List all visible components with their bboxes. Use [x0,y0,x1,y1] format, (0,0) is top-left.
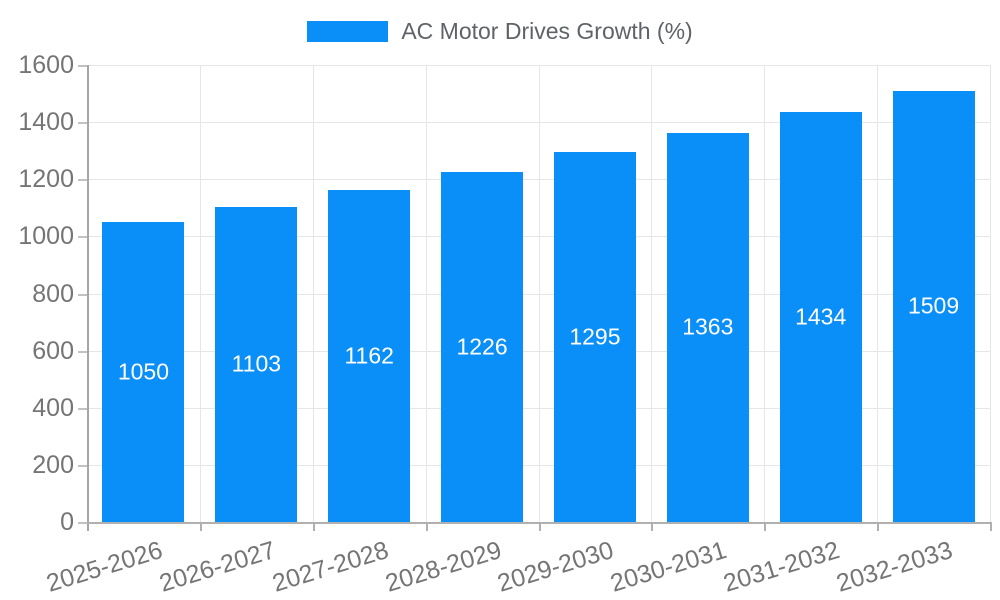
x-axis-tick-label: 2029-2030 [494,536,618,598]
bar-value-label: 1103 [231,350,282,377]
y-axis-tick-label: 400 [32,393,74,422]
y-axis-tick [78,407,87,410]
y-axis-tick [78,65,87,67]
x-axis-tick-label: 2026-2027 [155,536,279,598]
y-axis-tick-label: 800 [32,279,74,308]
v-gridline [199,65,201,522]
x-axis-tick [199,522,202,531]
x-axis-tick-label: 2025-2026 [43,536,166,598]
y-axis-tick-label: 1600 [18,51,74,79]
bar-2032-2033[interactable] [892,90,975,522]
v-gridline [764,65,766,522]
v-gridline [877,65,879,522]
bar-2025-2026[interactable] [102,222,185,522]
bar-2026-2027[interactable] [215,206,298,522]
x-axis-tick [538,522,541,531]
y-axis-tick-label: 600 [32,336,74,365]
bar-value-label: 1363 [682,313,734,340]
bar-value-label: 1162 [344,342,394,369]
y-axis-tick [78,293,87,296]
v-gridline [651,65,653,522]
bar-2030-2031[interactable] [666,132,749,522]
y-axis-tick [78,122,87,125]
v-gridline [425,65,427,522]
plot-area: 1050 1103 1162 1226 1295 1363 1434 1509 [87,65,991,524]
y-axis-tick-label: 200 [32,450,74,479]
x-axis-tick [990,522,992,531]
bar-value-label: 1226 [456,333,508,360]
x-axis-tick [651,522,654,531]
y-axis-line [87,65,89,531]
y-axis-tick-label: 0 [60,508,74,536]
legend-swatch [307,21,389,42]
x-axis-tick-label: 2027-2028 [268,536,392,598]
x-axis-baseline [87,522,990,524]
bar-2031-2032[interactable] [779,112,862,522]
bar-value-label: 1050 [117,358,170,385]
y-axis-tick [78,179,87,182]
bar-2028-2029[interactable] [441,171,524,522]
legend-label: AC Motor Drives Growth (%) [401,18,693,44]
y-axis-tick-label: 1400 [18,108,74,137]
y-axis-tick [78,350,87,353]
bar-value-label: 1434 [795,303,847,330]
bar-value-label: 1295 [569,323,621,350]
y-axis-tick [78,522,87,524]
x-axis-tick-label: 2031-2032 [720,536,843,598]
x-axis-tick [877,522,880,531]
x-axis-tick-label: 2028-2029 [381,536,505,598]
x-axis-tick-label: 2032-2033 [833,536,956,598]
x-axis-tick [425,522,428,531]
v-gridline [538,65,540,522]
bar-value-label: 1509 [907,292,960,319]
legend: AC Motor Drives Growth (%) [0,18,1000,45]
x-axis-tick [312,522,315,531]
y-axis-tick-label: 1000 [18,222,74,251]
bar-2029-2030[interactable] [553,152,636,522]
y-axis-tick-label: 1200 [18,165,74,194]
v-gridline [312,65,314,522]
v-gridline [990,65,991,522]
x-axis-tick [764,522,767,531]
y-axis-tick [78,464,87,467]
x-axis-tick-label: 2030-2031 [607,536,730,598]
bar-2027-2028[interactable] [328,190,411,522]
y-axis-tick [78,236,87,239]
